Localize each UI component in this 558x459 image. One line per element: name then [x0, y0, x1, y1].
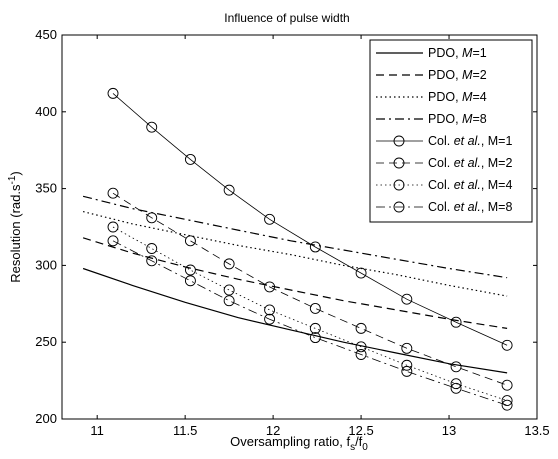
y-tick-label: 400 [35, 104, 57, 119]
y-tick-label: 300 [35, 257, 57, 272]
series-6-point [501, 379, 513, 391]
legend-marker-5 [393, 135, 405, 147]
y-axis-label-sup: -1 [7, 175, 18, 184]
series-layer [82, 87, 513, 411]
series-6-point [309, 302, 321, 314]
series-line-8 [112, 240, 508, 406]
series-5-point [107, 87, 119, 99]
series-8-point [355, 349, 367, 360]
series-7-point [107, 221, 119, 233]
series-6-point [450, 361, 462, 373]
legend-label-1: PDO, M=1 [428, 46, 487, 60]
series-6-point [146, 212, 158, 224]
series-5-point [223, 184, 235, 196]
series-line-2 [82, 237, 508, 329]
series-8-point [146, 255, 158, 267]
series-6-point [184, 235, 196, 247]
x-axis-label-main: Oversampling ratio, f [230, 434, 350, 449]
series-6-point [223, 258, 235, 270]
series-8-point [184, 275, 196, 287]
series-5-point [401, 293, 413, 305]
legend-entries: PDO, M=1 PDO, M=2 PDO, M=4 PDO, M=8 Col. et … [376, 46, 512, 214]
y-axis-label-end: ) [8, 171, 23, 175]
legend-marker-8 [393, 201, 405, 213]
legend-marker-6 [393, 157, 405, 169]
series-7-point [146, 243, 158, 254]
legend-marker-7 [393, 179, 405, 191]
legend: PDO, M=1 PDO, M=2 PDO, M=4 PDO, M=8 Col. et … [369, 39, 533, 223]
plot-frame [61, 34, 538, 420]
series-6-point [264, 281, 276, 293]
series-5-point [264, 213, 276, 225]
x-axis-label: Oversampling ratio, fs/f0 [230, 434, 368, 453]
x-axis-label-mid: /f [355, 434, 363, 449]
series-5-point [450, 316, 462, 328]
series-6-point [107, 187, 119, 199]
x-axis-label-sub1: s [350, 442, 355, 453]
series-line-7 [112, 226, 508, 401]
y-axis-label-main: Resolution (rad.s [8, 184, 23, 283]
y-tick-label: 450 [35, 27, 57, 42]
series-8-point [501, 399, 513, 411]
series-5-point [501, 339, 513, 351]
x-axis-label-sub2: 0 [362, 442, 368, 453]
legend-label-5: Col. et al., M=1 [428, 134, 512, 148]
legend-label-8: Col. et al., M=8 [428, 200, 512, 214]
x-tick-label: 12.5 [348, 423, 373, 438]
x-tick-label: 12 [266, 423, 280, 438]
series-8-point [223, 295, 235, 307]
series-7-point [355, 341, 367, 353]
series-8-point [107, 235, 119, 247]
legend-box [369, 39, 533, 223]
series-5-point [184, 153, 196, 165]
legend-label-3: PDO, M=4 [428, 90, 487, 104]
x-tick-label: 11.5 [173, 423, 197, 438]
legend-label-4: PDO, M=8 [428, 112, 487, 126]
series-8-point [450, 382, 462, 394]
x-tick-label: 13 [442, 423, 456, 438]
series-line-5 [112, 93, 508, 346]
series-7-point [501, 395, 513, 407]
series-line-1 [82, 267, 508, 374]
series-8-point [264, 313, 276, 325]
series-7-point [309, 322, 321, 334]
series-8-point [401, 365, 413, 377]
series-line-4 [82, 195, 508, 279]
x-axis: 11 11.5 12 12.5 13 13.5 [90, 35, 550, 438]
series-5-point [146, 121, 158, 133]
legend-label-2: PDO, M=2 [428, 68, 487, 82]
legend-label-7: Col. et al., M=4 [428, 178, 512, 192]
series-8-point [309, 332, 321, 344]
series-7-point [401, 359, 413, 371]
series-7-point [264, 304, 276, 316]
series-6-point [355, 322, 367, 334]
series-5-point [309, 241, 321, 253]
series-7-point [223, 284, 235, 296]
y-tick-label: 200 [35, 411, 57, 426]
x-tick-label: 11 [90, 423, 104, 438]
y-tick-label: 350 [35, 181, 57, 196]
series-line-3 [82, 211, 508, 297]
y-axis-label: Resolution (rad.s-1) [7, 171, 23, 283]
y-tick-label: 250 [35, 334, 57, 349]
series-5-point [355, 267, 367, 279]
y-axis: 200 250 300 350 400 450 [35, 27, 537, 426]
x-tick-label: 13.5 [524, 423, 549, 438]
series-line-6 [112, 192, 508, 386]
series-7-point [184, 264, 196, 276]
chart-title: Influence of pulse width [224, 11, 349, 25]
legend-label-6: Col. et al., M=2 [428, 156, 512, 170]
series-6-point [401, 342, 413, 354]
